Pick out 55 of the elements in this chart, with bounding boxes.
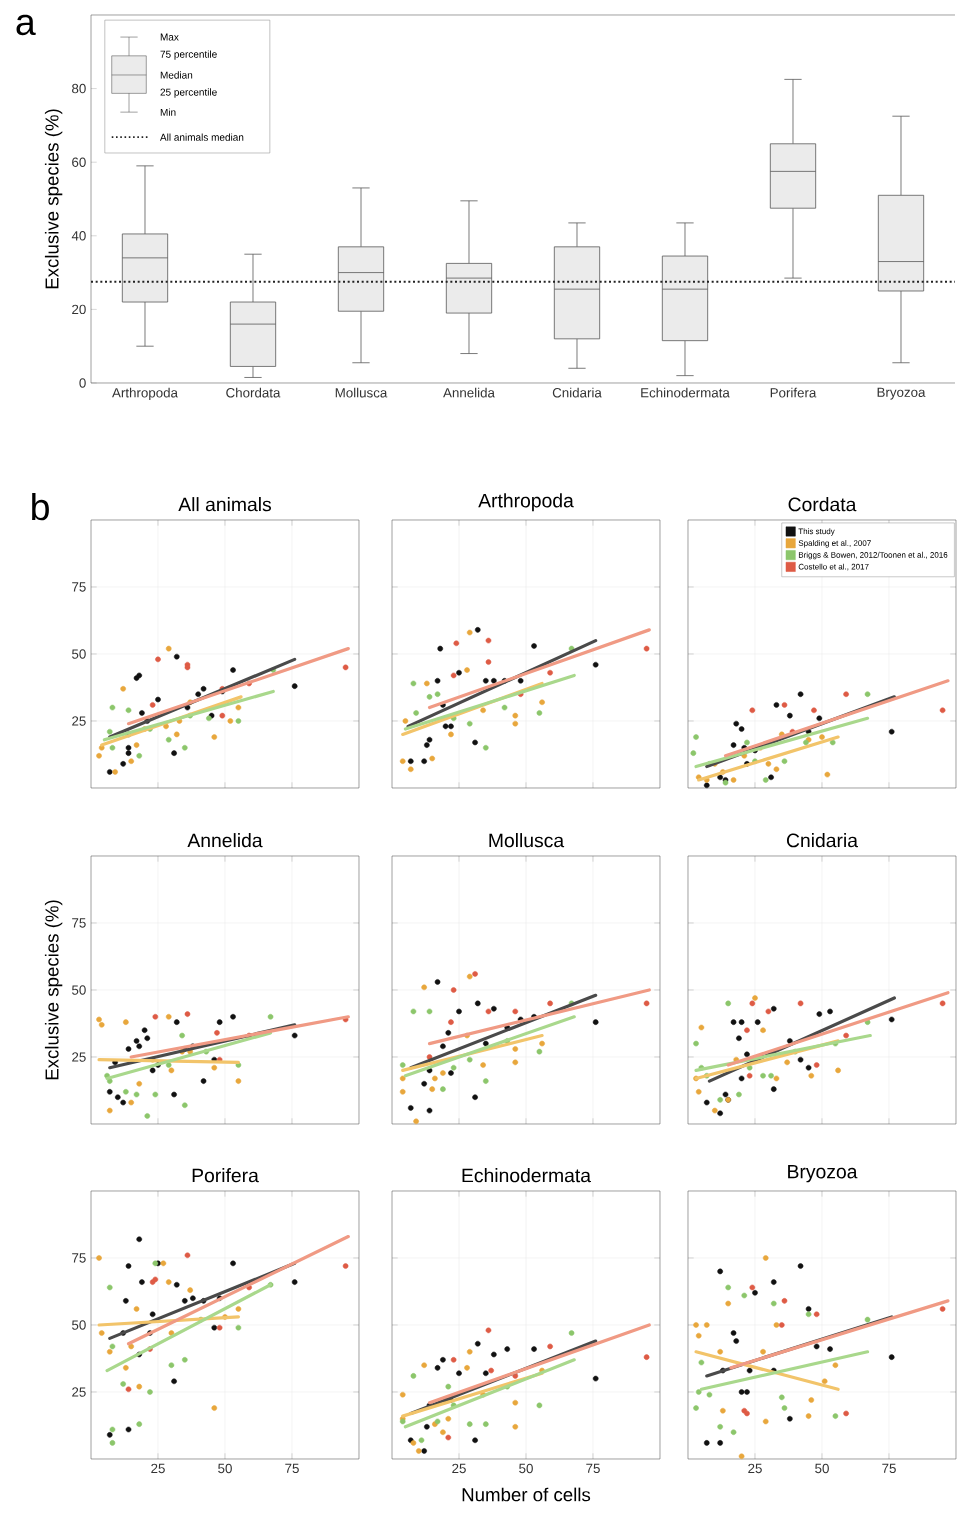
legend-label: Costello et al., 2017: [798, 563, 869, 571]
y-tick-label: 0: [79, 378, 86, 388]
x-tick-label: Cnidaria: [552, 387, 602, 398]
legend-label: All animals median: [160, 133, 244, 141]
legend-label: Briggs & Bowen, 2012/Toonen et al., 2016: [798, 551, 948, 560]
y-tick-label: 75: [72, 918, 86, 928]
text: a: [16, 14, 36, 36]
x-tick-label: 75: [586, 1463, 600, 1473]
chart-title: Cnidaria: [786, 833, 858, 848]
legend-label: Spalding et al., 2007: [798, 540, 871, 548]
x-tick-label: Echinodermata: [641, 387, 730, 398]
y-tick-label: 50: [72, 1320, 86, 1330]
chart-title: Cordata: [788, 497, 857, 512]
chart-title: Echinodermata: [462, 1168, 591, 1183]
y-axis-title: Exclusive species (%): [44, 900, 63, 1080]
chart-title: Annelida: [187, 833, 263, 848]
x-tick-label: Bryozoa: [877, 387, 926, 400]
y-tick-label: 25: [72, 1387, 86, 1397]
chart-title: All animals: [178, 497, 271, 512]
x-tick-label: 50: [519, 1463, 533, 1474]
y-tick-label: 25: [72, 716, 86, 726]
annotation: Min: [160, 108, 176, 116]
text: b: [32, 492, 49, 521]
legend-label: This study: [798, 528, 835, 536]
x-axis-title: Number of cells: [462, 1487, 591, 1502]
chart-title: Arthropoda: [478, 493, 574, 512]
x-tick-label: 75: [285, 1463, 299, 1473]
x-tick-label: 25: [151, 1463, 165, 1474]
annotation: 75 percentile: [160, 50, 217, 60]
x-tick-label: 25: [452, 1463, 466, 1474]
y-tick-label: 40: [71, 231, 86, 241]
x-tick-label: Porifera: [770, 387, 817, 398]
y-tick-label: 20: [72, 304, 86, 315]
annotation: Max: [160, 33, 179, 41]
x-tick-label: Chordata: [226, 387, 281, 398]
x-tick-label: Arthropoda: [112, 387, 178, 401]
y-tick-label: 50: [72, 649, 86, 659]
x-tick-label: Annelida: [443, 387, 495, 398]
y-tick-label: 75: [72, 1253, 86, 1263]
y-tick-label: 25: [72, 1052, 86, 1062]
x-tick-label: 50: [218, 1463, 232, 1474]
chart-title: Bryozoa: [788, 1164, 858, 1183]
y-axis-title: Exclusive species (%): [44, 109, 63, 289]
y-tick-label: 75: [72, 582, 86, 592]
annotation: 25 percentile: [160, 88, 217, 98]
x-tick-label: 75: [882, 1463, 896, 1473]
annotation: Median: [160, 71, 193, 79]
x-tick-label: Mollusca: [335, 387, 388, 398]
chart-title: Porifera: [192, 1168, 259, 1183]
y-tick-label: 60: [72, 157, 86, 167]
chart-title: Mollusca: [489, 833, 565, 848]
x-tick-label: 50: [815, 1463, 829, 1474]
x-tick-label: 25: [748, 1463, 762, 1474]
y-tick-label: 50: [72, 985, 86, 995]
y-tick-label: 80: [72, 83, 86, 94]
